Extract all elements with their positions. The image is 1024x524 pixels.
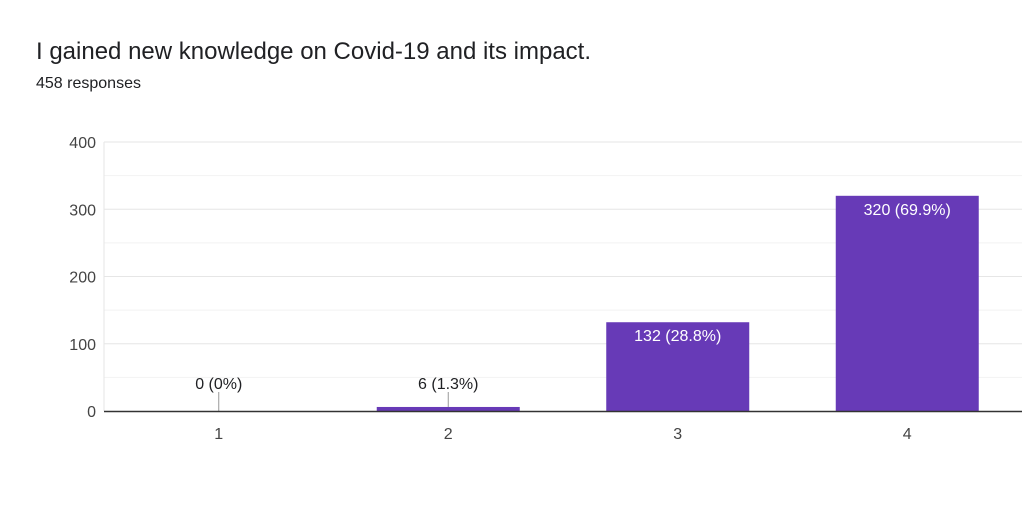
y-tick-label: 200	[69, 270, 96, 287]
bar-4	[835, 195, 979, 411]
y-tick-label: 100	[69, 337, 96, 354]
x-tick-label: 1	[214, 426, 223, 443]
data-label: 0 (0%)	[195, 376, 242, 393]
y-tick-label: 300	[69, 202, 96, 219]
data-label: 132 (28.8%)	[634, 328, 721, 345]
y-tick-label: 0	[87, 404, 96, 421]
chart-title: I gained new knowledge on Covid-19 and i…	[36, 38, 591, 65]
x-tick-label: 3	[673, 426, 682, 443]
bar-3	[606, 322, 750, 411]
response-count: 458 responses	[36, 75, 141, 92]
x-tick-label: 2	[444, 426, 453, 443]
data-label: 320 (69.9%)	[864, 202, 951, 219]
data-label: 6 (1.3%)	[418, 376, 478, 393]
y-tick-label: 400	[69, 135, 96, 152]
bar-2	[376, 406, 520, 411]
x-tick-label: 4	[903, 426, 912, 443]
